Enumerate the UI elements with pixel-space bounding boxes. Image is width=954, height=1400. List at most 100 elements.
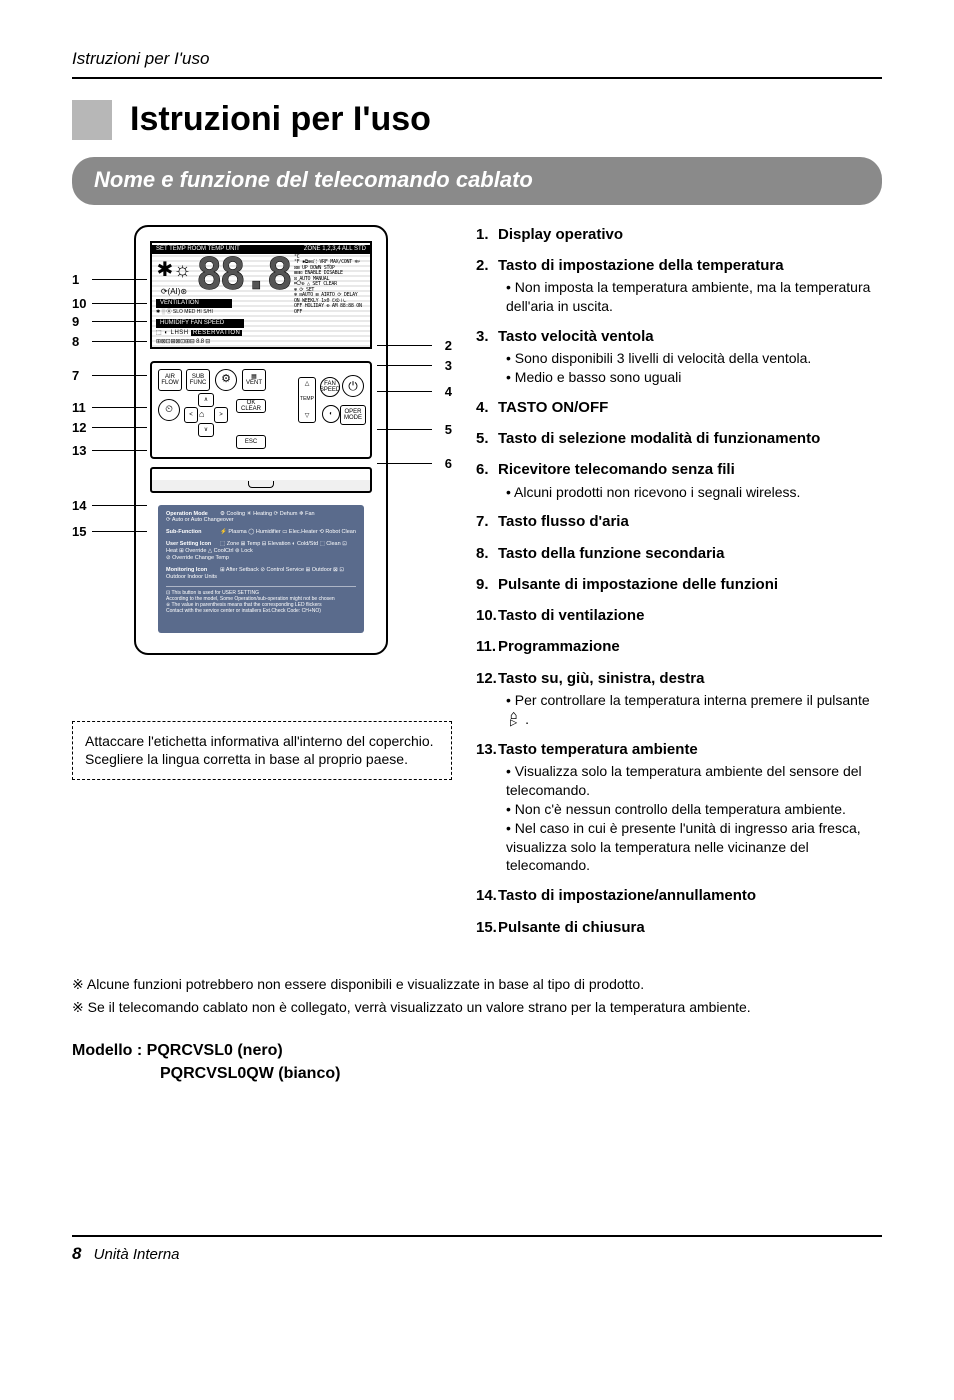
feature-15: 15.Pulsante di chiusura [476, 918, 882, 938]
down-button[interactable]: ∨ [198, 423, 214, 437]
feature-8: 8.Tasto della funzione secondaria [476, 544, 882, 564]
feature-11: 11.Programmazione [476, 637, 882, 657]
schedule-row: ⬚ ◐ LHSH RESERVATION [156, 329, 242, 337]
feature-6-title: 6.Ricevitore telecomando senza fili [476, 460, 882, 480]
feature-14-title: 14.Tasto di impostazione/annullamento [476, 886, 882, 906]
up-button[interactable]: ∧ [198, 393, 214, 407]
feature-13-bullets: Visualizza solo la temperatura ambiente … [506, 762, 882, 875]
lead-left-10 [92, 303, 147, 304]
receiver: ◐ [322, 405, 340, 423]
feature-9-title: 9.Pulsante di impostazione delle funzion… [476, 575, 882, 595]
feature-6-bullet: Alcuni prodotti non ricevono i segnali w… [506, 483, 882, 502]
lead-left-11 [92, 407, 147, 408]
feature-7-title: 7.Tasto flusso d'aria [476, 512, 882, 532]
section-bar: Nome e funzione del telecomando cablato [72, 157, 882, 205]
hum-label: HUMIDIFY FAN SPEED [160, 319, 224, 327]
vent-label: VENTILATION [160, 299, 199, 307]
lead-right-2 [377, 345, 432, 346]
feature-12-bullet: Per controllare la temperatura interna p… [506, 691, 882, 729]
feature-2-bullet: Non imposta la temperatura ambiente, ma … [506, 278, 882, 316]
feature-13-title: 13.Tasto temperatura ambiente [476, 740, 882, 760]
info-r4-label: Monitoring Icon [166, 567, 220, 574]
model-block: Modello : PQRCVSL0 (nero) PQRCVSL0QW (bi… [72, 1039, 882, 1085]
fan-speed-button[interactable]: FANSPEED [320, 377, 340, 397]
feature-1-title: 1.Display operativo [476, 225, 882, 245]
strip-right: ZONE 1,2,3,4 ALL STD [304, 245, 366, 253]
remote-body: SET TEMP ROOM TEMP UNIT ZONE 1,2,3,4 ALL… [134, 225, 388, 655]
callout-5: 5 [430, 421, 452, 439]
air-flow-button[interactable]: AIRFLOW [158, 369, 182, 391]
remote-lid [150, 467, 372, 493]
schedule-row2: ⊞⊠⊡⊞⊠⊡⊞⊟ 8.8 ⊟ [156, 338, 210, 346]
info-r1-label: Operation Mode [166, 511, 220, 518]
callout-8: 8 [72, 333, 94, 351]
timer-button[interactable]: ⏲ [158, 399, 180, 421]
remote-diagram: SET TEMP ROOM TEMP UNIT ZONE 1,2,3,4 ALL… [72, 225, 452, 705]
footnote-1: Alcune funzioni potrebbero non essere di… [72, 975, 882, 994]
header-rule [72, 77, 882, 79]
feature-list: 1.Display operativo2.Tasto di impostazio… [476, 225, 882, 949]
info-r3-label: User Setting Icon [166, 541, 220, 548]
vent-speeds: ✱ ░ Ⓐ SLO MED HI S/HI [156, 309, 232, 316]
feature-12: 12.Tasto su, giù, sinistra, destraPer co… [476, 669, 882, 729]
feature-7: 7.Tasto flusso d'aria [476, 512, 882, 532]
lead-right-3 [377, 365, 432, 366]
model-line-1: Modello : PQRCVSL0 (nero) [72, 1039, 882, 1062]
feature-3-bullet: Sono disponibili 3 livelli di velocità d… [506, 349, 882, 368]
feature-2-bullets: Non imposta la temperatura ambiente, ma … [506, 278, 882, 316]
vent-button[interactable]: ▦VENT [242, 369, 266, 391]
oper-mode-button[interactable]: OPERMODE [340, 405, 366, 425]
lead-left-15 [92, 531, 147, 532]
callout-11: 11 [72, 399, 94, 417]
home-icon: ⌂ [199, 408, 204, 420]
lead-left-9 [92, 321, 147, 322]
lead-left-14 [92, 505, 147, 506]
remote-screen: SET TEMP ROOM TEMP UNIT ZONE 1,2,3,4 ALL… [150, 241, 372, 349]
esc-button[interactable]: ESC [236, 435, 266, 449]
callout-10: 10 [72, 295, 94, 313]
feature-5: 5.Tasto di selezione modalità di funzion… [476, 429, 882, 449]
power-button[interactable]: ⏻ [342, 375, 364, 397]
lead-right-6 [377, 463, 432, 464]
feature-5-title: 5.Tasto di selezione modalità di funzion… [476, 429, 882, 449]
feature-6-bullets: Alcuni prodotti non ricevono i segnali w… [506, 483, 882, 502]
note-box: Attaccare l'etichetta informativa all'in… [72, 721, 452, 781]
feature-13: 13.Tasto temperatura ambienteVisualizza … [476, 740, 882, 876]
screen-strip-vent: VENTILATION [156, 299, 232, 308]
right-button[interactable]: > [214, 407, 228, 423]
left-button[interactable]: < [184, 407, 198, 423]
callout-15: 15 [72, 523, 94, 541]
callout-9: 9 [72, 313, 94, 331]
feature-1: 1.Display operativo [476, 225, 882, 245]
gear-button[interactable]: ⚙ [215, 369, 237, 391]
callout-7: 7 [72, 367, 94, 385]
title-square [72, 100, 112, 140]
feature-12-title: 12.Tasto su, giù, sinistra, destra [476, 669, 882, 689]
lead-left-8 [92, 341, 147, 342]
callout-12: 12 [72, 419, 94, 437]
running-header: Istruzioni per I'uso [72, 48, 882, 71]
feature-13-bullet: Nel caso in cui è presente l'unità di in… [506, 819, 882, 876]
footer-label: Unità Interna [94, 1246, 180, 1263]
home-arrow-icon: ⌂▷ [510, 712, 517, 728]
info-panel: Operation Mode⚙ Cooling ☀ Heating ⟳ Dehu… [158, 505, 364, 633]
feature-3-bullets: Sono disponibili 3 livelli di velocità d… [506, 349, 882, 387]
ok-clear-button[interactable]: OKCLEAR [236, 399, 266, 413]
remote-column: SET TEMP ROOM TEMP UNIT ZONE 1,2,3,4 ALL… [72, 225, 452, 781]
sub-func-button[interactable]: SUBFUNC [186, 369, 210, 391]
callout-6: 6 [430, 455, 452, 473]
title-row: Istruzioni per I'uso [72, 97, 882, 143]
feature-4-title: 4.TASTO ON/OFF [476, 398, 882, 418]
screen-strip-hum: HUMIDIFY FAN SPEED [156, 319, 244, 328]
callout-1: 1 [72, 271, 94, 289]
feature-11-title: 11.Programmazione [476, 637, 882, 657]
feature-15-title: 15.Pulsante di chiusura [476, 918, 882, 938]
callout-3: 3 [430, 357, 452, 375]
screen-right-labels: °C °F ✱⧉⊕⊙⛶ VRF_MAX/CONT ❄⚡ ⊡⊞ UP DOWN S… [294, 255, 366, 343]
footnote-2: Se il telecomando cablato non è collegat… [72, 998, 882, 1017]
page-footer: 8 Unità Interna [72, 1235, 882, 1266]
feature-13-bullet: Non c'è nessun controllo della temperatu… [506, 800, 882, 819]
feature-3-title: 3.Tasto velocità ventola [476, 327, 882, 347]
callout-2: 2 [430, 337, 452, 355]
temp-button[interactable]: △TEMP▽ [298, 377, 316, 423]
